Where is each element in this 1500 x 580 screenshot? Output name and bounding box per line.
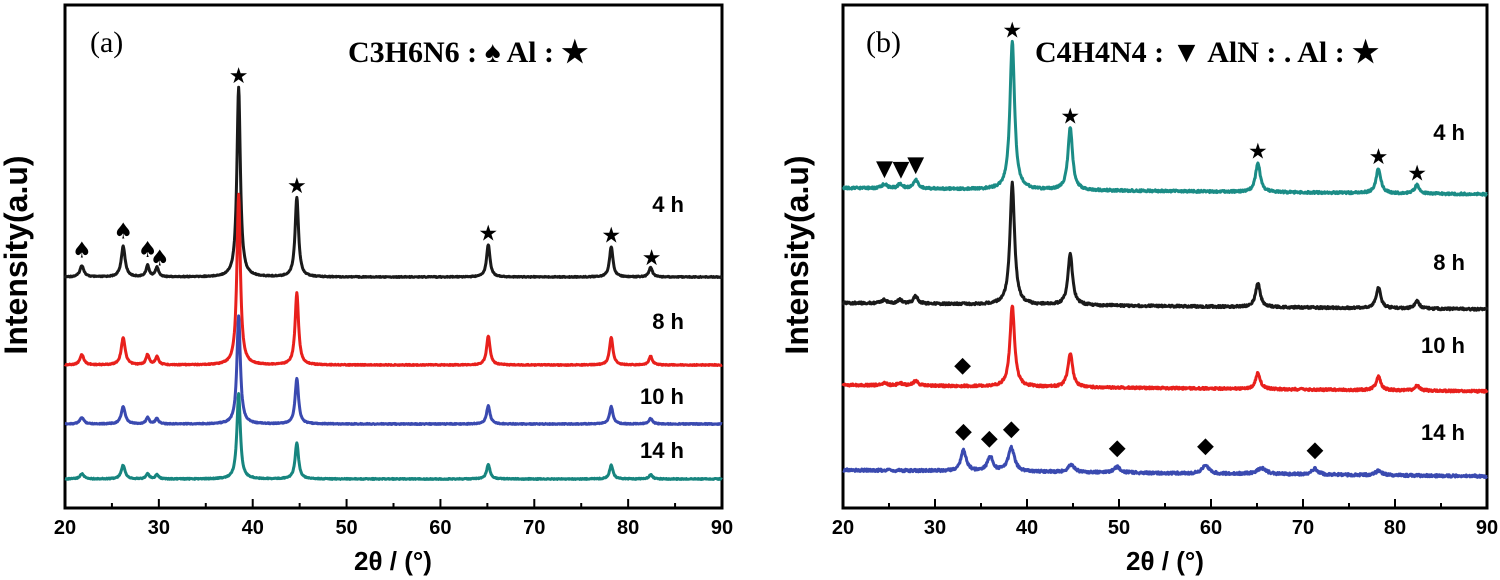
phase-marker: ★ (229, 64, 249, 89)
x-tick-label: 90 (1476, 517, 1498, 539)
x-tick-label: 30 (924, 517, 946, 539)
phase-marker: ♠ (138, 238, 158, 263)
phase-marker: ★ (1407, 162, 1427, 187)
phase-marker: ★ (1002, 18, 1022, 43)
panel-label: (a) (90, 26, 123, 59)
phase-marker: ◆ (955, 419, 972, 444)
phase-marker: ♠ (150, 247, 170, 272)
phase-marker: ★ (601, 224, 621, 249)
phase-marker: ◆ (1109, 436, 1126, 461)
phase-marker: ▼ (876, 157, 893, 182)
phase-marker: ◆ (1306, 438, 1323, 463)
phase-marker: ★ (478, 222, 498, 247)
x-tick-label: 60 (429, 517, 451, 539)
x-tick-label: 90 (711, 517, 733, 539)
phase-marker: ★ (1248, 139, 1268, 164)
x-tick-label: 60 (1200, 517, 1222, 539)
phase-marker: ▼ (892, 157, 909, 182)
series-label: 10 h (1421, 333, 1465, 358)
legend: C4H4N4 : ▼ AlN : . Al : ★ (1035, 36, 1379, 69)
series-label: 14 h (1421, 420, 1465, 445)
series-line-10h (63, 314, 724, 426)
phase-marker: ★ (287, 174, 307, 199)
series-label: 8 h (1433, 250, 1465, 275)
panel-b: 20 30 40 50 60 70 80 90 2θ / (°) Intensity(a.u) (b… (779, 3, 1498, 576)
phase-marker: ◆ (981, 426, 998, 451)
y-axis-title: Intensity(a.u) (0, 155, 34, 354)
x-axis-title: 2θ / (°) (354, 546, 432, 576)
series-line-4h (841, 39, 1489, 197)
series-label: 10 h (640, 384, 684, 409)
x-axis: 20 30 40 50 60 70 80 90 (54, 499, 733, 539)
series-label: 8 h (652, 309, 684, 334)
phase-marker: ★ (642, 246, 662, 271)
phase-marker: ◆ (1197, 434, 1214, 459)
x-axis: 20 30 40 50 60 70 80 90 (832, 499, 1498, 539)
series-label: 14 h (640, 438, 684, 463)
series-line-8h (841, 180, 1489, 312)
phase-marker: ★ (1369, 145, 1389, 170)
x-tick-label: 70 (523, 517, 545, 539)
x-axis-title: 2θ / (°) (1126, 546, 1204, 576)
phase-marker: ★ (1060, 105, 1080, 130)
x-tick-label: 50 (335, 517, 357, 539)
series-line-14h (63, 392, 724, 481)
x-tick-label: 70 (1292, 517, 1314, 539)
x-tick-label: 40 (1016, 517, 1038, 539)
x-tick-label: 50 (1108, 517, 1130, 539)
y-axis-title: Intensity(a.u) (779, 155, 815, 354)
phase-marker: ◆ (1003, 416, 1020, 441)
phase-marker: ▼ (907, 153, 924, 178)
series-line-10h (841, 304, 1489, 394)
x-tick-label: 80 (1384, 517, 1406, 539)
x-tick-label: 20 (54, 517, 76, 539)
panel-label: (b) (866, 26, 901, 59)
series-label: 4 h (652, 192, 684, 217)
series-line-4h (63, 85, 724, 279)
x-tick-label: 30 (148, 517, 170, 539)
phase-marker: ◆ (954, 353, 971, 378)
series-line-14h (841, 444, 1489, 479)
series-label: 4 h (1433, 120, 1465, 145)
phase-marker: ♠ (113, 219, 133, 244)
x-tick-label: 40 (242, 517, 264, 539)
legend: C3H6N6 : ♠ Al : ★ (348, 36, 588, 69)
phase-marker: ♠ (72, 238, 92, 263)
x-tick-label: 80 (617, 517, 639, 539)
panel-a: 20 30 40 50 60 70 80 90 2θ / (°) Intensity(a.u) (a… (0, 3, 733, 576)
x-tick-label: 20 (832, 517, 854, 539)
series-line-8h (63, 192, 724, 367)
plot-frame (841, 3, 1489, 510)
